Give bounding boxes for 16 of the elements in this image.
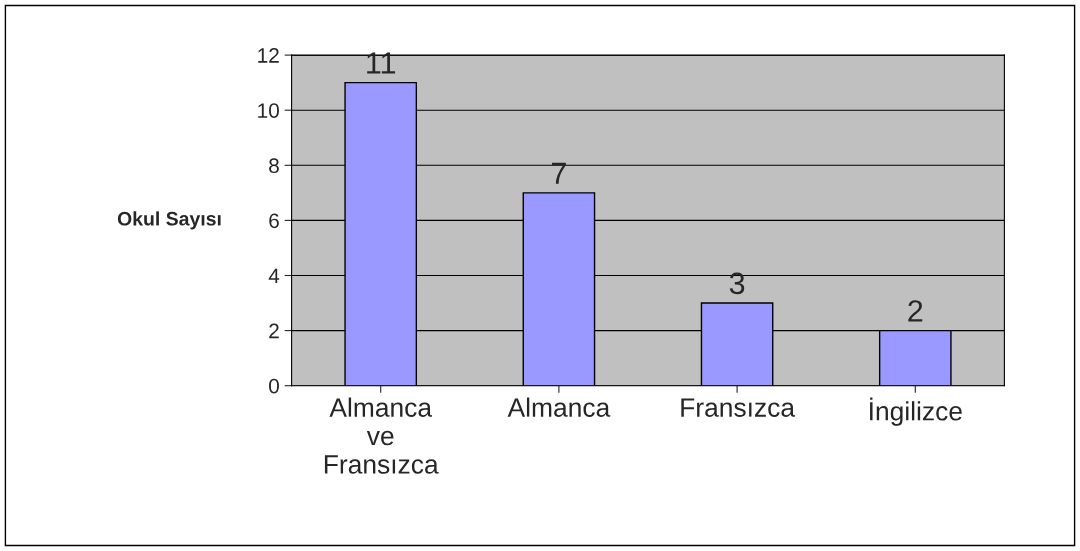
data-label: 7	[551, 162, 566, 184]
x-tick-label: Fransızca	[681, 398, 796, 417]
x-tick-label: İngilizce	[870, 397, 962, 426]
y-tick-label: 4	[268, 268, 280, 284]
y-tick-label: 6	[269, 213, 279, 229]
y-tick-label: 12	[258, 48, 279, 63]
data-label: 11	[367, 52, 396, 74]
x-tick-label: Almanca ve Fransızca	[324, 397, 439, 474]
y-axis-title: Okul Sayısı	[117, 211, 221, 230]
y-tick-label: 0	[269, 378, 279, 394]
data-label: 2	[908, 300, 923, 322]
x-tick-label: Almanca	[507, 397, 611, 417]
y-tick-label: 2	[269, 323, 279, 339]
y-tick-label: 10	[258, 103, 279, 118]
data-label: 3	[729, 272, 745, 295]
y-tick-label: 8	[269, 158, 279, 174]
